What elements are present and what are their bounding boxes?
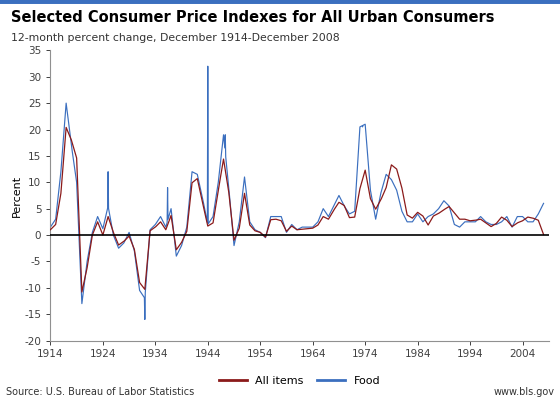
Food (333, 198, 340, 203)
Text: www.bls.gov: www.bls.gov (493, 387, 554, 397)
All items (484, 222, 491, 226)
Food (47, 225, 54, 230)
Food (142, 317, 148, 322)
Text: Source: U.S. Bureau of Labor Statistics: Source: U.S. Bureau of Labor Statistics (6, 387, 194, 397)
Line: All items: All items (50, 127, 544, 292)
Food (540, 201, 547, 206)
Food (271, 214, 278, 219)
Line: Food: Food (50, 66, 544, 320)
All items (221, 162, 228, 167)
Food (90, 226, 97, 231)
Food (484, 220, 491, 225)
Food (327, 210, 334, 214)
Y-axis label: Percent: Percent (12, 174, 22, 216)
All items (540, 232, 547, 237)
All items (327, 213, 334, 218)
Text: Selected Consumer Price Indexes for All Urban Consumers: Selected Consumer Price Indexes for All … (11, 10, 494, 25)
All items (78, 290, 85, 295)
All items (91, 227, 98, 232)
All items (271, 217, 278, 222)
All items (63, 125, 69, 130)
All items (333, 204, 340, 209)
Food (221, 141, 228, 146)
All items (47, 227, 54, 232)
Text: 12-month percent change, December 1914-December 2008: 12-month percent change, December 1914-D… (11, 33, 340, 43)
Legend: All items, Food: All items, Food (214, 371, 385, 390)
Food (204, 64, 211, 69)
